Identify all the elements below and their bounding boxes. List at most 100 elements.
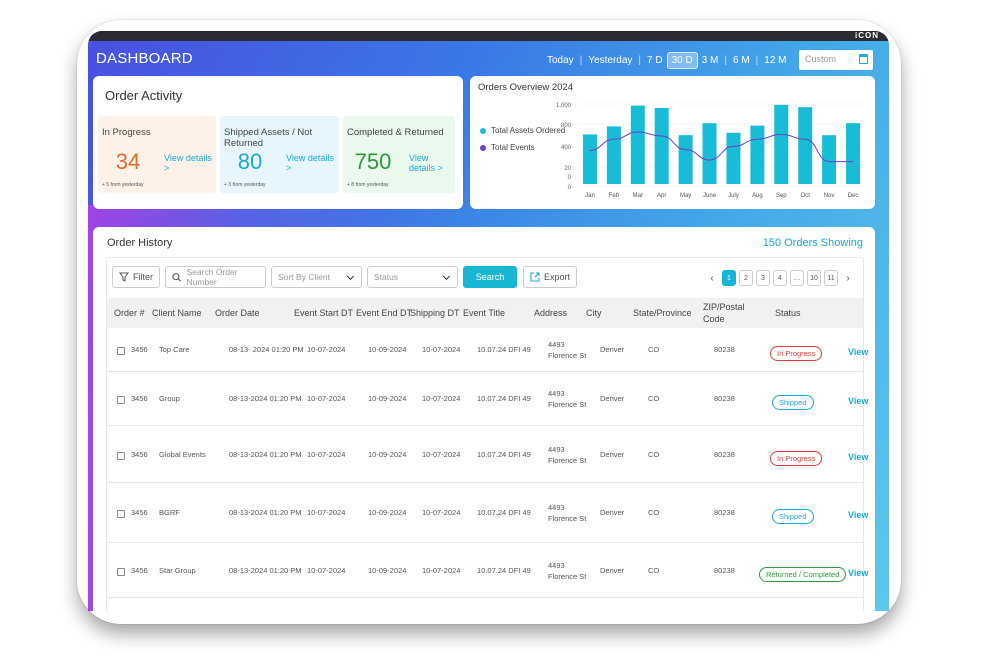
event-end-date: 10-09-2024: [368, 394, 407, 403]
order-date: 08-13-2024 01:20 PM: [229, 450, 302, 459]
page-title: DASHBOARD: [96, 50, 193, 67]
range-today[interactable]: Today: [547, 54, 574, 66]
page-4[interactable]: 4: [773, 270, 787, 286]
orders-overview-title: Orders Overview 2024: [478, 82, 574, 93]
view-link[interactable]: View: [848, 452, 869, 462]
y-tick-label: 20: [564, 166, 571, 172]
bar-jan: [582, 134, 597, 184]
status-badge: Shipped: [772, 395, 814, 410]
chevron-left-icon[interactable]: ‹: [705, 270, 719, 286]
stat-label: Completed & Returned: [347, 127, 444, 138]
chevron-down-icon: [442, 272, 451, 281]
client-name: Star Group: [159, 566, 196, 575]
row-checkbox[interactable]: [117, 452, 125, 460]
status-badge: Shipped: [772, 509, 814, 524]
y-tick-label: 0: [568, 175, 572, 181]
search-button[interactable]: Search: [463, 266, 517, 288]
state: CO: [648, 508, 660, 517]
status-badge: In Progress: [770, 451, 823, 466]
bar-june: [702, 123, 717, 184]
export-button[interactable]: Export: [523, 266, 578, 288]
view-link[interactable]: View: [848, 568, 869, 578]
range-12-m[interactable]: 12 M: [764, 54, 787, 66]
table-row: 3456 Top Care 08-13- 2024 01:20 PM 10-07-20…: [107, 328, 868, 372]
page-2[interactable]: 2: [739, 270, 753, 286]
status-select[interactable]: Status: [367, 266, 458, 288]
stat-card[interactable]: In Progress 34 View details > + 5 from yest…: [98, 116, 216, 193]
city: Denver: [600, 345, 625, 354]
calendar-icon[interactable]: [859, 54, 868, 64]
status-badge: Returned / Completed: [759, 567, 847, 582]
column-header: Status: [775, 308, 801, 318]
page-3[interactable]: 3: [756, 270, 770, 286]
sort-by-client-select[interactable]: Sort By Client: [271, 266, 362, 288]
row-checkbox[interactable]: [117, 568, 125, 576]
view-link[interactable]: View: [848, 347, 869, 357]
legend-label: Total Assets Ordered: [491, 126, 566, 135]
x-tick-label: Nov: [824, 193, 835, 199]
event-title: 10.07.24 DFI 49: [477, 394, 531, 403]
filter-button[interactable]: Filter: [112, 266, 160, 288]
order-date: 08-13-2024 01:20 PM: [229, 566, 302, 575]
row-checkbox[interactable]: [117, 510, 125, 518]
page-10[interactable]: 10: [807, 270, 821, 286]
range-3-m[interactable]: 3 M: [701, 54, 719, 66]
row-checkbox[interactable]: [117, 396, 125, 404]
range-30-d[interactable]: 30 D: [666, 51, 698, 69]
legend-item-events: Total Events: [480, 143, 565, 152]
chevron-right-icon[interactable]: ›: [841, 270, 855, 286]
search-order-input[interactable]: Search Order Number: [165, 266, 266, 288]
shipping-date: 10-07-2024: [422, 450, 461, 459]
stat-footnote: + 5 from yesterday: [102, 182, 144, 188]
table-row: 3456 Global Events 08-13-2024 01:20 PM 10-0…: [107, 426, 868, 483]
view-details-link[interactable]: View details >: [409, 153, 443, 173]
page-ellipsis[interactable]: …: [790, 270, 804, 286]
page-11[interactable]: 11: [824, 270, 838, 286]
x-tick-label: Feb: [609, 193, 620, 199]
state: CO: [648, 345, 660, 354]
y-tick-label: 800: [561, 123, 572, 129]
range-7-d[interactable]: 7 D: [647, 54, 663, 66]
view-link[interactable]: View: [848, 510, 869, 520]
range-6-m[interactable]: 6 M: [732, 54, 750, 66]
address-line-1: 4493: [548, 340, 565, 349]
row-checkbox[interactable]: [117, 347, 125, 355]
x-tick-label: Dec: [848, 193, 859, 199]
order-date: 08-13- 2024 01:20 PM: [229, 345, 304, 354]
city: Denver: [600, 450, 625, 459]
city: Denver: [600, 566, 625, 575]
order-history-table: Filter Search Order Number Sort By Clien…: [106, 257, 868, 611]
x-tick-label: Aug: [752, 193, 763, 199]
brand-logo: iCON: [855, 31, 879, 40]
event-title: 10.07.24 DFI 49: [477, 345, 531, 354]
state: CO: [648, 394, 660, 403]
view-details-link[interactable]: View details >: [286, 153, 334, 173]
order-date: 08-13-2024 01:20 PM: [229, 394, 302, 403]
legend-dot-icon: [480, 127, 486, 134]
range-separator: |: [638, 54, 642, 66]
status-label: Status: [374, 272, 399, 282]
custom-date-input[interactable]: Custom: [799, 50, 873, 70]
x-tick-label: Apr: [657, 193, 666, 199]
stat-card[interactable]: Shipped Assets / Not Returned 80 View deta…: [220, 116, 339, 193]
order-history-card: Order History 150 Orders Showing Filter …: [93, 227, 875, 611]
bar-may: [678, 135, 693, 184]
address-line-2: Florence St: [548, 572, 587, 581]
view-details-link[interactable]: View details >: [164, 153, 212, 173]
range-yesterday[interactable]: Yesterday: [588, 54, 633, 66]
bar-nov: [822, 135, 837, 184]
stat-value: 34: [115, 149, 141, 174]
bar-dec: [846, 123, 861, 184]
page-1[interactable]: 1: [722, 270, 736, 286]
stat-card[interactable]: Completed & Returned 750 View details > + 8…: [343, 116, 455, 193]
view-link[interactable]: View: [848, 396, 869, 406]
column-header: Order #: [114, 308, 145, 318]
legend-label: Total Events: [491, 143, 535, 152]
order-number: 3456: [131, 566, 148, 575]
stat-footnote: + 8 from yesterday: [347, 182, 389, 188]
column-header: Event Title: [463, 308, 506, 318]
zip-code: 80238: [714, 394, 735, 403]
orders-overview-card: Orders Overview 2024 Total Assets Ordere…: [470, 76, 875, 209]
event-start-date: 10-07-2024: [307, 450, 346, 459]
event-end-date: 10-09-2024: [368, 508, 407, 517]
